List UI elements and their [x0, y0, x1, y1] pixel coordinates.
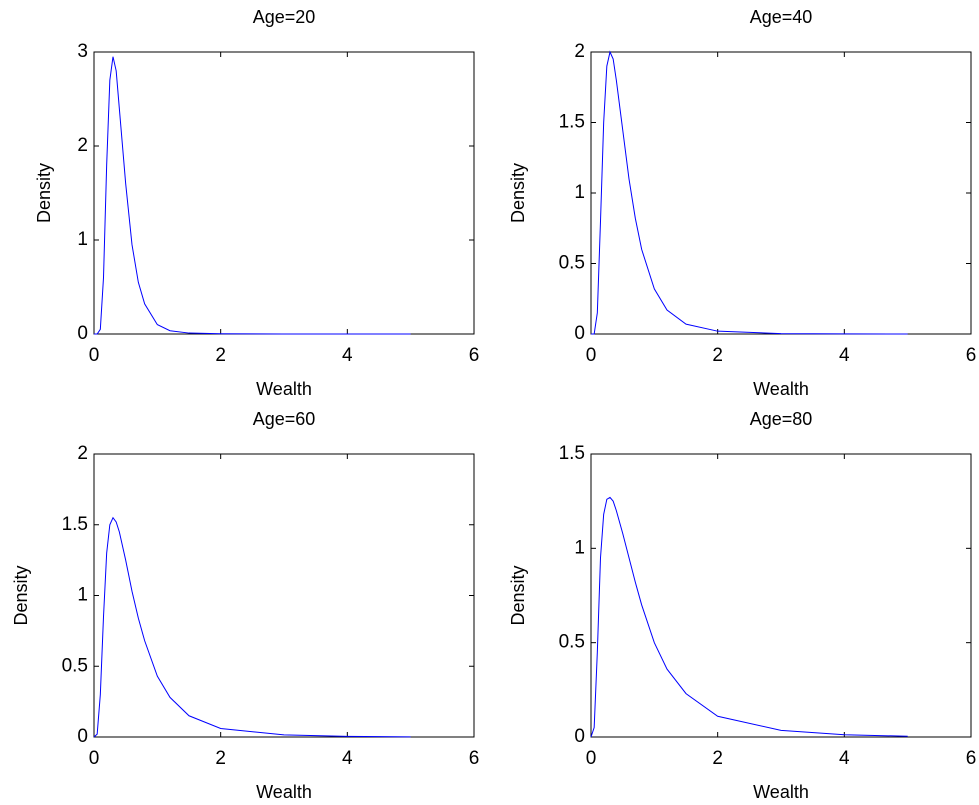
y-tick-label: 0.5	[559, 253, 585, 274]
chart-title: Age=60	[253, 409, 316, 429]
x-tick-label: 6	[469, 345, 480, 366]
x-axis-label: Wealth	[256, 782, 312, 802]
y-tick-label: 0	[77, 726, 88, 747]
y-axis-label: Density	[508, 565, 528, 625]
y-tick-label: 1.5	[559, 443, 585, 464]
y-tick-label: 1	[574, 182, 585, 203]
y-tick-label: 2	[574, 41, 585, 62]
x-axis-label: Wealth	[753, 782, 809, 802]
chart-title: Age=80	[750, 409, 813, 429]
density-line	[94, 56, 411, 335]
x-tick-label: 0	[89, 748, 100, 769]
y-tick-label: 0	[574, 323, 585, 344]
y-tick-label: 1	[77, 229, 88, 250]
y-tick-label: 0	[574, 726, 585, 747]
y-tick-label: 3	[77, 41, 88, 62]
chart-title: Age=20	[253, 7, 316, 27]
y-axis-label: Density	[508, 163, 528, 223]
x-tick-label: 4	[342, 345, 353, 366]
y-tick-label: 2	[77, 135, 88, 156]
y-tick-label: 0.5	[62, 655, 88, 676]
x-axis-label: Wealth	[753, 379, 809, 399]
axes-frame	[590, 453, 972, 738]
axes-frame	[590, 51, 972, 335]
y-axis-label: Density	[11, 565, 31, 625]
x-tick-label: 2	[215, 345, 226, 366]
density-line	[93, 516, 411, 738]
x-tick-label: 4	[839, 748, 850, 769]
y-tick-label: 1.5	[559, 112, 585, 133]
x-tick-label: 6	[966, 748, 977, 769]
x-tick-label: 4	[342, 748, 353, 769]
density-line	[590, 496, 908, 738]
chart-title: Age=40	[750, 7, 813, 27]
y-tick-label: 0.5	[559, 632, 585, 653]
x-axis-label: Wealth	[256, 379, 312, 399]
y-tick-label: 1	[574, 537, 585, 558]
x-tick-label: 2	[712, 345, 723, 366]
density-line	[591, 50, 908, 335]
y-tick-label: 0	[77, 323, 88, 344]
y-axis-label: Density	[34, 163, 54, 223]
x-tick-label: 2	[215, 748, 226, 769]
x-tick-label: 0	[586, 345, 597, 366]
axes-frame	[93, 51, 475, 335]
x-tick-label: 0	[89, 345, 100, 366]
x-tick-label: 6	[966, 345, 977, 366]
axes-frame	[93, 453, 475, 738]
x-tick-label: 6	[469, 748, 480, 769]
x-tick-label: 2	[712, 748, 723, 769]
x-tick-label: 4	[839, 345, 850, 366]
x-tick-label: 0	[586, 748, 597, 769]
y-tick-label: 1.5	[62, 514, 88, 535]
y-tick-label: 1	[77, 585, 88, 606]
y-tick-label: 2	[77, 443, 88, 464]
